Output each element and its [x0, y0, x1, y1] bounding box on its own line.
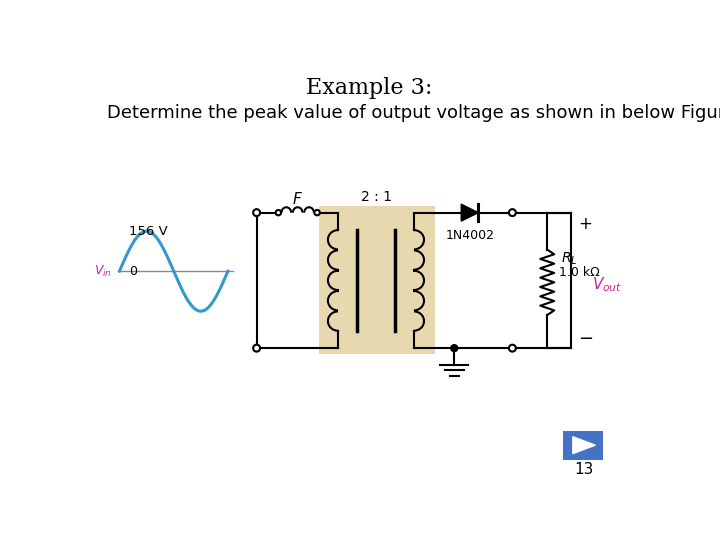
Circle shape	[509, 345, 516, 352]
Circle shape	[451, 345, 458, 352]
Text: 156 V: 156 V	[129, 225, 168, 238]
Text: 1N4002: 1N4002	[445, 230, 494, 242]
Circle shape	[509, 209, 516, 216]
Text: $F$: $F$	[292, 191, 303, 207]
Polygon shape	[462, 204, 478, 221]
Text: $V_{out}$: $V_{out}$	[593, 275, 622, 294]
Text: −: −	[578, 330, 593, 348]
Text: Example 3:: Example 3:	[306, 77, 432, 99]
Text: 2 : 1: 2 : 1	[361, 190, 392, 204]
Text: $V_{in}$: $V_{in}$	[94, 264, 112, 279]
FancyBboxPatch shape	[319, 206, 435, 354]
Text: 13: 13	[575, 462, 594, 477]
Text: $R_L$: $R_L$	[561, 251, 577, 267]
Polygon shape	[573, 437, 595, 454]
Circle shape	[253, 209, 260, 216]
Circle shape	[276, 210, 281, 215]
Text: 1.0 kΩ: 1.0 kΩ	[559, 266, 600, 279]
Circle shape	[315, 210, 320, 215]
Circle shape	[253, 345, 260, 352]
Text: +: +	[578, 215, 592, 233]
FancyBboxPatch shape	[563, 430, 603, 460]
Text: Determine the peak value of output voltage as shown in below Figure.: Determine the peak value of output volta…	[107, 104, 720, 122]
Text: 0: 0	[129, 265, 137, 278]
